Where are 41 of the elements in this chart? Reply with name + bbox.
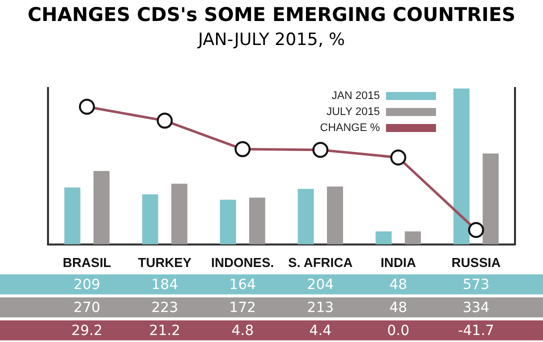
data-label: 184 [151,277,178,294]
bar [376,231,392,244]
x-tick-label: RUSSIA [452,254,502,270]
data-label: 4.8 [231,323,254,340]
bar [326,186,344,244]
bar [298,188,314,244]
data-label: 48 [389,277,408,294]
data-label: 204 [307,277,334,294]
bar [220,200,236,244]
bar [93,170,110,244]
bar [482,154,499,244]
data-label: 164 [229,277,256,294]
legend-label: JAN 2015 [332,90,380,102]
data-label: 213 [307,300,334,316]
data-label: 48 [389,300,408,316]
data-label: 29.2 [71,323,103,340]
bar [171,184,188,244]
x-tick-label: INDIA [380,254,417,270]
data-label: 573 [462,277,490,294]
x-tick-label: TURKEY [138,254,192,270]
legend-label: JULY 2015 [326,106,380,118]
bar [142,194,158,244]
data-label: 334 [462,300,490,316]
bar [453,88,470,244]
bar [404,231,421,244]
legend-label: CHANGE % [320,122,380,134]
data-label: 223 [151,300,178,316]
x-tick-label: INDONES. [211,254,274,270]
data-label: 21.2 [149,323,180,340]
chart-subtitle: JAN-JULY 2015, % [196,30,346,50]
data-label: 270 [74,300,100,316]
data-label: 4.4 [309,323,332,340]
data-label: 0.0 [387,323,410,340]
x-tick-label: S. AFRICA [288,254,354,270]
data-label: -41.7 [458,323,494,340]
bar [64,188,80,244]
chart-title: CHANGES CDS's SOME EMERGING COUNTRIES [26,4,516,26]
data-label: 209 [74,277,100,294]
x-tick-label: BRASIL [62,254,112,270]
data-label: 172 [229,300,256,316]
bar [249,198,266,244]
